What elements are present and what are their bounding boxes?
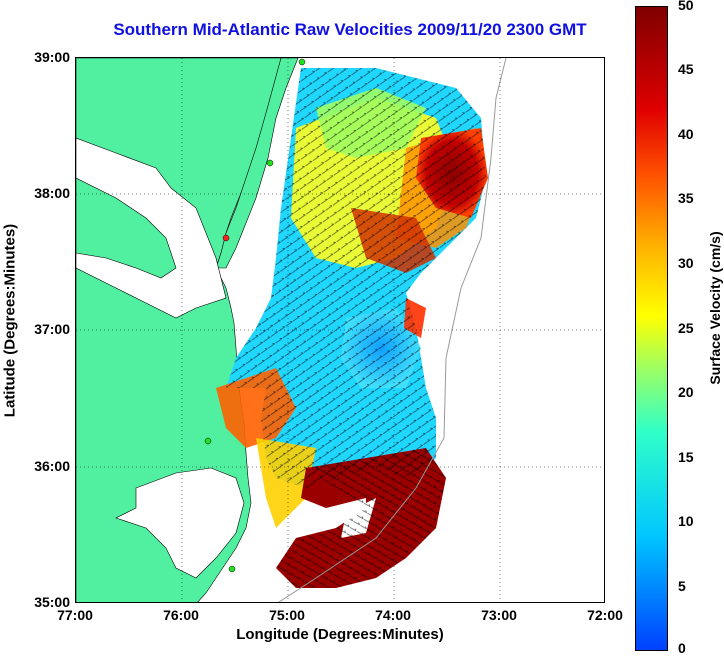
- y-tick-label: 36:00: [34, 458, 70, 474]
- x-tick-label: 75:00: [269, 607, 305, 623]
- colorbar-tick-label: 40: [678, 126, 694, 142]
- map-title: Southern Mid-Atlantic Raw Velocities 200…: [113, 20, 587, 39]
- y-tick-label: 39:00: [34, 49, 70, 65]
- station-marker: [204, 437, 212, 445]
- colorbar-label: Surface Velocity (cm/s): [707, 231, 723, 385]
- colorbar-tick-label: 45: [678, 61, 694, 77]
- colorbar: [635, 6, 668, 651]
- velocity-field: [216, 68, 488, 588]
- x-tick-label: 76:00: [163, 607, 199, 623]
- colorbar-tick-label: 5: [678, 578, 686, 594]
- colorbar-tick-label: 0: [678, 640, 686, 656]
- y-tick-label: 38:00: [34, 185, 70, 201]
- x-axis-label: Longitude (Degrees:Minutes): [236, 626, 444, 643]
- y-axis-label: Latitude (Degrees:Minutes): [1, 223, 19, 418]
- land-delmarva: [215, 58, 299, 269]
- station-marker: [222, 234, 230, 242]
- colorbar-tick-label: 25: [678, 320, 694, 336]
- x-tick-label: 74:00: [375, 607, 411, 623]
- grid-lines: [76, 58, 604, 602]
- colorbar-tick-label: 50: [678, 0, 694, 13]
- colorbar-tick-label: 35: [678, 190, 694, 206]
- bathymetry-contour: [278, 58, 507, 602]
- map-plot-area: [75, 57, 605, 603]
- station-marker: [266, 159, 274, 167]
- x-tick-label: 77:00: [57, 607, 93, 623]
- velocity-map: [76, 58, 604, 602]
- x-tick-label: 72:00: [587, 607, 623, 623]
- y-tick-label: 35:00: [34, 594, 70, 610]
- colorbar-tick-label: 15: [678, 449, 694, 465]
- colorbar-tick-label: 30: [678, 255, 694, 271]
- station-marker: [298, 58, 306, 66]
- station-marker: [228, 565, 236, 573]
- pamlico-sound: [115, 467, 245, 579]
- y-tick-label: 37:00: [34, 321, 70, 337]
- chesapeake-bay: [76, 137, 227, 319]
- colorbar-tick-label: 10: [678, 513, 694, 529]
- colorbar-tick-label: 20: [678, 384, 694, 400]
- x-tick-label: 73:00: [481, 607, 517, 623]
